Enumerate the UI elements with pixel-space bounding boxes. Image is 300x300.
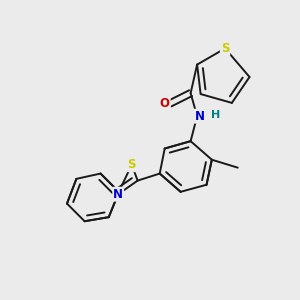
Text: O: O — [160, 97, 170, 110]
Text: N: N — [194, 110, 205, 123]
Text: N: N — [113, 188, 123, 201]
Text: S: S — [128, 158, 136, 171]
Text: H: H — [211, 110, 220, 120]
Text: S: S — [221, 42, 229, 55]
